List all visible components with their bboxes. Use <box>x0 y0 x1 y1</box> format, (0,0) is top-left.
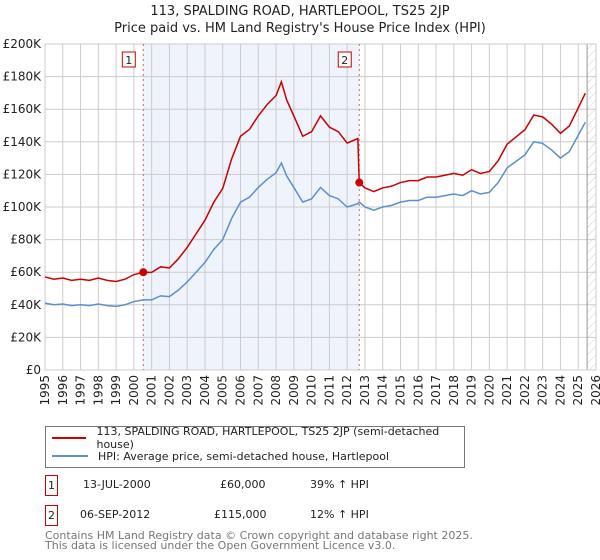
red-line-swatch <box>52 437 87 439</box>
transaction-row: 2 06-SEP-2012 £115,000 12% ↑ HPI <box>45 505 445 526</box>
y-tick-label: £20K <box>10 330 42 344</box>
x-tick-label: 2011 <box>322 375 336 406</box>
x-tick-label: 1998 <box>91 375 105 406</box>
hpi-diff: 12% ↑ HPI <box>310 508 369 521</box>
marker-badge: 1 <box>45 475 58 496</box>
x-tick-label: 2025 <box>571 375 585 406</box>
y-tick-label: £200K <box>3 37 43 51</box>
x-tick-label: 2020 <box>482 375 496 406</box>
x-tick-label: 2004 <box>198 375 212 406</box>
x-tick-label: 2002 <box>162 375 176 406</box>
y-tick-label: £0 <box>26 363 41 377</box>
x-tick-label: 2014 <box>376 375 390 406</box>
x-tick-label: 2015 <box>393 375 407 406</box>
x-tick-label: 1999 <box>109 375 123 406</box>
plot-frame <box>44 43 597 371</box>
x-tick-label: 1996 <box>56 375 70 406</box>
x-tick-label: 2009 <box>287 375 301 406</box>
x-tick-label: 2001 <box>145 375 159 406</box>
sale-label-box <box>121 51 136 68</box>
sale-date: 13-JUL-2000 <box>83 478 151 491</box>
x-tick-label: 2008 <box>269 375 283 406</box>
sale-point <box>139 268 148 277</box>
y-tick-label: £100K <box>3 200 43 214</box>
y-tick-label: £160K <box>3 102 43 116</box>
x-tick-label: 2018 <box>447 375 461 406</box>
legend-item-property: 113, SPALDING ROAD, HARTLEPOOL, TS25 2JP… <box>52 425 464 451</box>
sale-label: 1 <box>125 54 132 67</box>
legend-label: 113, SPALDING ROAD, HARTLEPOOL, TS25 2JP… <box>96 425 440 451</box>
chart-subtitle: Price paid vs. HM Land Registry's House … <box>114 21 486 36</box>
x-tick-label: 2007 <box>251 375 265 406</box>
x-tick-label: 2019 <box>465 375 479 406</box>
y-tick-label: £60K <box>10 265 42 279</box>
x-tick-label: 1995 <box>38 375 52 406</box>
sale-price: £60,000 <box>220 478 266 491</box>
x-tick-label: 2021 <box>500 375 514 406</box>
x-tick-label: 2016 <box>411 375 425 406</box>
x-tick-label: 2013 <box>358 375 372 406</box>
y-tick-label: £40K <box>10 298 42 312</box>
x-tick-label: 2000 <box>127 375 141 406</box>
x-tick-label: 2023 <box>536 375 550 406</box>
x-tick-label: 2017 <box>429 375 443 406</box>
y-tick-label: £80K <box>10 233 42 247</box>
marker-badge: 2 <box>45 505 58 526</box>
legend: 113, SPALDING ROAD, HARTLEPOOL, TS25 2JP… <box>45 425 465 468</box>
footer-line: Contains HM Land Registry data © Crown c… <box>45 529 473 542</box>
x-tick-label: 1997 <box>74 375 88 406</box>
sale-date: 06-SEP-2012 <box>80 508 151 521</box>
line-chart: £0 £20K £40K £60K £80K £100K £120K £140K £160K £1… <box>3 37 600 406</box>
sale-price: £115,000 <box>214 508 267 521</box>
chart-title: 113, SPALDING ROAD, HARTLEPOOL, TS25 2JP <box>150 4 450 19</box>
legend-label: HPI: Average price, semi-detached house,… <box>98 449 390 463</box>
y-tick-label: £180K <box>3 70 43 84</box>
y-tick-label: £140K <box>3 135 43 149</box>
transaction-row: 1 13-JUL-2000 £60,000 39% ↑ HPI <box>45 475 445 496</box>
sale-label-box <box>337 51 352 68</box>
y-tick-label: £120K <box>3 167 43 181</box>
x-tick-label: 2026 <box>589 375 600 406</box>
x-tick-label: 2010 <box>305 375 319 406</box>
x-tick-label: 2006 <box>234 375 248 406</box>
x-tick-label: 2022 <box>518 375 532 406</box>
hpi-diff: 39% ↑ HPI <box>310 478 369 491</box>
footer-line: This data is licensed under the Open Gov… <box>45 539 396 552</box>
sale-point <box>355 178 364 187</box>
blue-line-swatch <box>52 455 88 457</box>
property-price-line <box>44 79 587 283</box>
footer: Contains HM Land Registry data © Crown c… <box>45 529 473 552</box>
legend-item-hpi: HPI: Average price, semi-detached house,… <box>52 448 389 464</box>
x-tick-label: 2012 <box>340 375 354 406</box>
x-tick-label: 2005 <box>216 375 230 406</box>
x-tick-label: 2003 <box>180 375 194 406</box>
hpi-line <box>44 121 586 308</box>
sale-label: 2 <box>341 54 348 67</box>
x-tick-label: 2024 <box>553 375 567 406</box>
